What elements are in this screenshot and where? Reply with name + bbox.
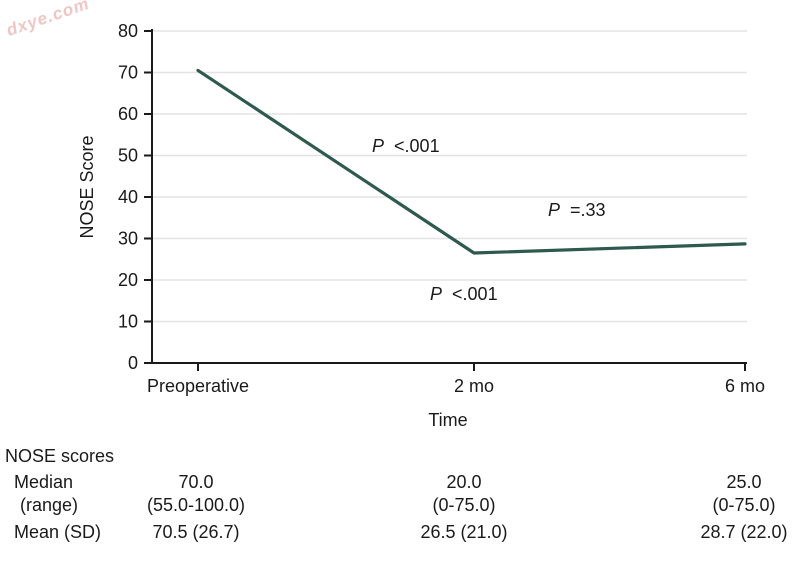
mean-sd-6mo: 28.7 (22.0) bbox=[700, 522, 788, 542]
table-header: NOSE scores bbox=[5, 446, 115, 466]
p-symbol: P bbox=[548, 200, 560, 220]
p-value-annotation-preop-2mo: P <.001 bbox=[372, 136, 440, 156]
y-tick-label: 20 bbox=[118, 270, 138, 290]
mean-sd-preoperative: 70.5 (26.7) bbox=[152, 522, 240, 542]
y-tick-label: 30 bbox=[118, 229, 138, 249]
p-value-annotation-below-2mo: P <.001 bbox=[430, 284, 498, 304]
p-symbol: P bbox=[430, 284, 442, 304]
range-preoperative: (55.0-100.0) bbox=[146, 495, 246, 515]
y-tick-label: 10 bbox=[118, 312, 138, 332]
row-label-median: Median bbox=[14, 472, 74, 492]
p-value-annotation-2mo-6mo: P =.33 bbox=[548, 200, 606, 220]
p-symbol: P bbox=[372, 136, 384, 156]
p-value: <.001 bbox=[394, 136, 440, 156]
x-tick-label: Preoperative bbox=[147, 376, 249, 396]
median-preoperative: 70.0 bbox=[178, 472, 214, 492]
mean-sd-2mo: 26.5 (21.0) bbox=[420, 522, 508, 542]
row-label-range: (range) bbox=[20, 495, 79, 515]
y-tick-label: 0 bbox=[128, 353, 138, 373]
nose-score-chart: 0 10 20 30 40 50 60 70 80 Preoperative 2 mo 6 mo NO… bbox=[77, 21, 765, 430]
y-tick-label: 60 bbox=[118, 104, 138, 124]
y-tick-label: 80 bbox=[118, 21, 138, 41]
x-tick-label: 6 mo bbox=[725, 376, 765, 396]
y-axis-title: NOSE Score bbox=[77, 135, 97, 238]
chart-axes-layer: 0 10 20 30 40 50 60 70 80 Preoperative 2 mo 6 mo bbox=[118, 21, 765, 396]
y-tick-label: 70 bbox=[118, 63, 138, 83]
nose-score-line bbox=[196, 68, 747, 255]
y-tick-label: 50 bbox=[118, 146, 138, 166]
median-2mo: 20.0 bbox=[446, 472, 482, 492]
median-6mo: 25.0 bbox=[726, 472, 762, 492]
range-2mo: (0-75.0) bbox=[432, 495, 496, 515]
range-6mo: (0-75.0) bbox=[712, 495, 776, 515]
p-value: <.001 bbox=[452, 284, 498, 304]
p-value: =.33 bbox=[570, 200, 606, 220]
y-tick-label: 40 bbox=[118, 187, 138, 207]
x-tick-label: 2 mo bbox=[454, 376, 494, 396]
x-axis-title: Time bbox=[428, 410, 467, 430]
row-label-mean-sd: Mean (SD) bbox=[14, 522, 102, 542]
